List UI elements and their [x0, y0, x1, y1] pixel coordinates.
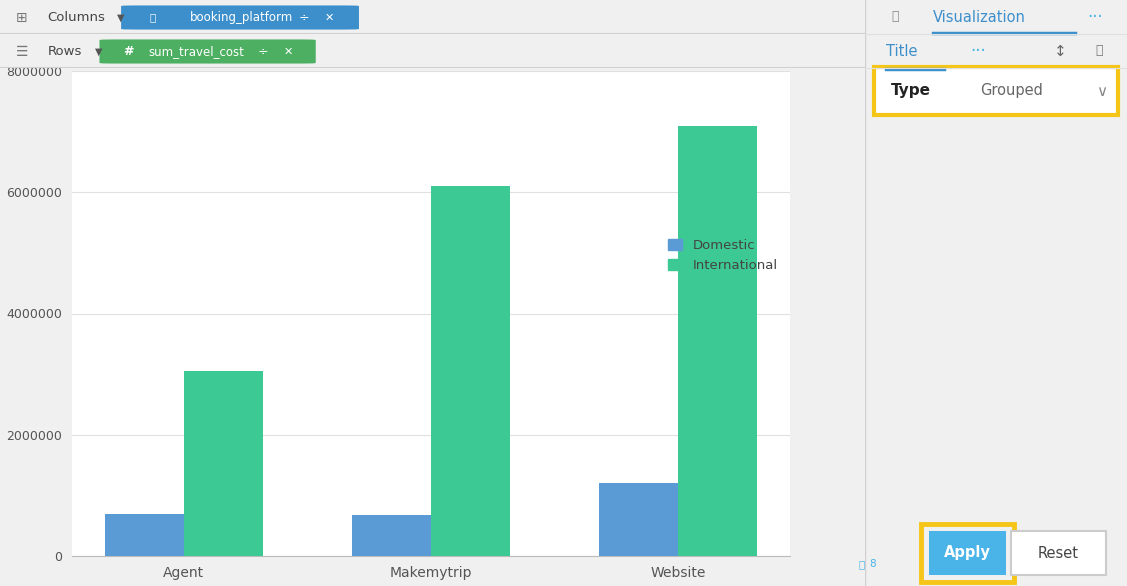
Text: ···: ··· [1088, 8, 1103, 26]
Text: ☰: ☰ [16, 45, 28, 59]
Text: ⊞: ⊞ [16, 11, 27, 25]
Text: Rows: Rows [47, 45, 82, 58]
Text: Title: Title [886, 43, 917, 59]
Text: sum_travel_cost: sum_travel_cost [149, 45, 245, 58]
Text: ↕: ↕ [1054, 43, 1066, 59]
Text: Reset: Reset [1038, 546, 1079, 560]
Text: Columns: Columns [47, 11, 106, 24]
FancyBboxPatch shape [875, 67, 1118, 115]
Text: ▼: ▼ [117, 12, 124, 22]
Text: Visualization: Visualization [933, 9, 1026, 25]
FancyBboxPatch shape [929, 531, 1006, 575]
Bar [184, 371, 263, 556]
Text: ÷: ÷ [258, 45, 268, 58]
FancyBboxPatch shape [99, 39, 316, 63]
Text: ✕: ✕ [325, 12, 334, 22]
Bar [352, 515, 431, 556]
Bar [600, 483, 678, 556]
Text: 🔍: 🔍 [1095, 45, 1103, 57]
Text: ▼: ▼ [95, 46, 103, 56]
Bar [431, 186, 511, 556]
Text: booking_platform: booking_platform [190, 11, 293, 24]
Bar [105, 513, 184, 556]
FancyBboxPatch shape [1011, 531, 1107, 575]
Legend: Domestic, International: Domestic, International [664, 234, 782, 276]
Text: ⌛: ⌛ [859, 558, 866, 569]
Text: ···: ··· [970, 42, 985, 60]
Text: 📊: 📊 [891, 11, 898, 23]
Text: ÷: ÷ [299, 11, 309, 24]
Text: Apply: Apply [944, 546, 991, 560]
Text: #: # [123, 45, 133, 58]
Text: ✕: ✕ [284, 46, 293, 56]
Bar [678, 125, 757, 556]
Text: 8: 8 [869, 558, 876, 569]
Text: Type: Type [891, 83, 931, 98]
Text: ∨: ∨ [1095, 83, 1107, 98]
Text: Grouped: Grouped [980, 83, 1044, 98]
FancyBboxPatch shape [121, 5, 360, 29]
Text: 🗋: 🗋 [150, 12, 156, 22]
